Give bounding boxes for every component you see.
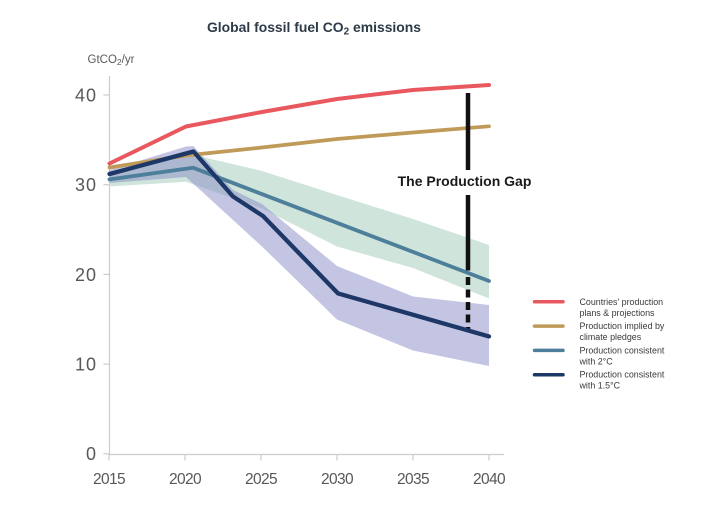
svg-text:Production consistent: Production consistent: [580, 370, 665, 380]
svg-text:2040: 2040: [473, 471, 506, 488]
svg-text:2015: 2015: [93, 471, 125, 488]
svg-text:Global fossil fuel CO2 emissio: Global fossil fuel CO2 emissions: [207, 19, 421, 38]
svg-text:Production implied by: Production implied by: [580, 321, 665, 331]
svg-text:Countries' production: Countries' production: [580, 297, 664, 307]
svg-text:with 1.5°C: with 1.5°C: [579, 381, 621, 391]
svg-text:2035: 2035: [397, 471, 429, 488]
svg-text:climate pledges: climate pledges: [580, 332, 642, 342]
svg-text:10: 10: [75, 355, 97, 375]
svg-text:40: 40: [75, 86, 97, 106]
svg-text:2025: 2025: [245, 471, 277, 488]
svg-text:20: 20: [75, 265, 97, 285]
svg-text:GtCO2/yr: GtCO2/yr: [88, 54, 135, 67]
svg-text:plans & projections: plans & projections: [580, 308, 656, 318]
svg-text:30: 30: [75, 175, 97, 195]
svg-text:Production consistent: Production consistent: [580, 345, 665, 355]
svg-text:2020: 2020: [169, 471, 202, 488]
svg-text:2030: 2030: [321, 471, 354, 488]
svg-text:The Production Gap: The Production Gap: [398, 173, 532, 189]
svg-text:0: 0: [86, 444, 97, 464]
svg-text:with 2°C: with 2°C: [579, 356, 614, 366]
